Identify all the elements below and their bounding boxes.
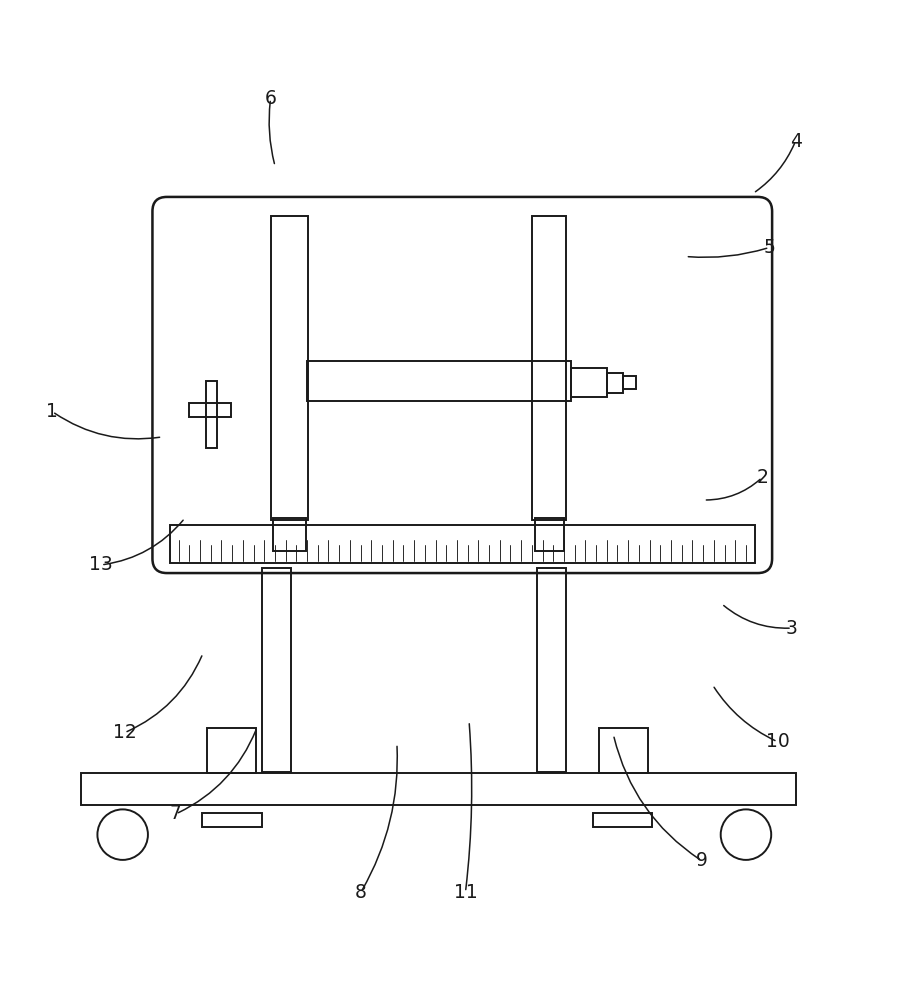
Text: 10: 10 (766, 732, 789, 751)
Text: 1: 1 (46, 402, 59, 421)
Text: 3: 3 (786, 619, 798, 638)
Text: 6: 6 (264, 89, 277, 108)
Text: 5: 5 (763, 238, 776, 257)
Bar (273, 518, 306, 551)
Bar (189, 403, 231, 417)
Text: 13: 13 (89, 555, 113, 574)
Text: 4: 4 (789, 132, 802, 151)
Bar (262, 568, 291, 772)
Text: 12: 12 (113, 723, 136, 742)
Bar (81, 773, 796, 805)
Bar (206, 381, 217, 448)
Text: 8: 8 (354, 883, 367, 902)
Bar (535, 518, 564, 551)
Text: 9: 9 (695, 851, 708, 870)
Text: 2: 2 (756, 468, 769, 487)
Bar (599, 728, 648, 773)
Bar (571, 368, 607, 397)
Bar (202, 813, 262, 827)
Bar (623, 376, 636, 389)
Text: 7: 7 (170, 804, 182, 823)
Bar (307, 361, 571, 401)
Bar (607, 373, 623, 393)
Bar (532, 216, 566, 520)
Bar (271, 216, 308, 520)
Bar (207, 728, 256, 773)
Text: 11: 11 (454, 883, 477, 902)
Bar (593, 813, 652, 827)
Bar (170, 525, 755, 563)
Bar (537, 568, 566, 772)
